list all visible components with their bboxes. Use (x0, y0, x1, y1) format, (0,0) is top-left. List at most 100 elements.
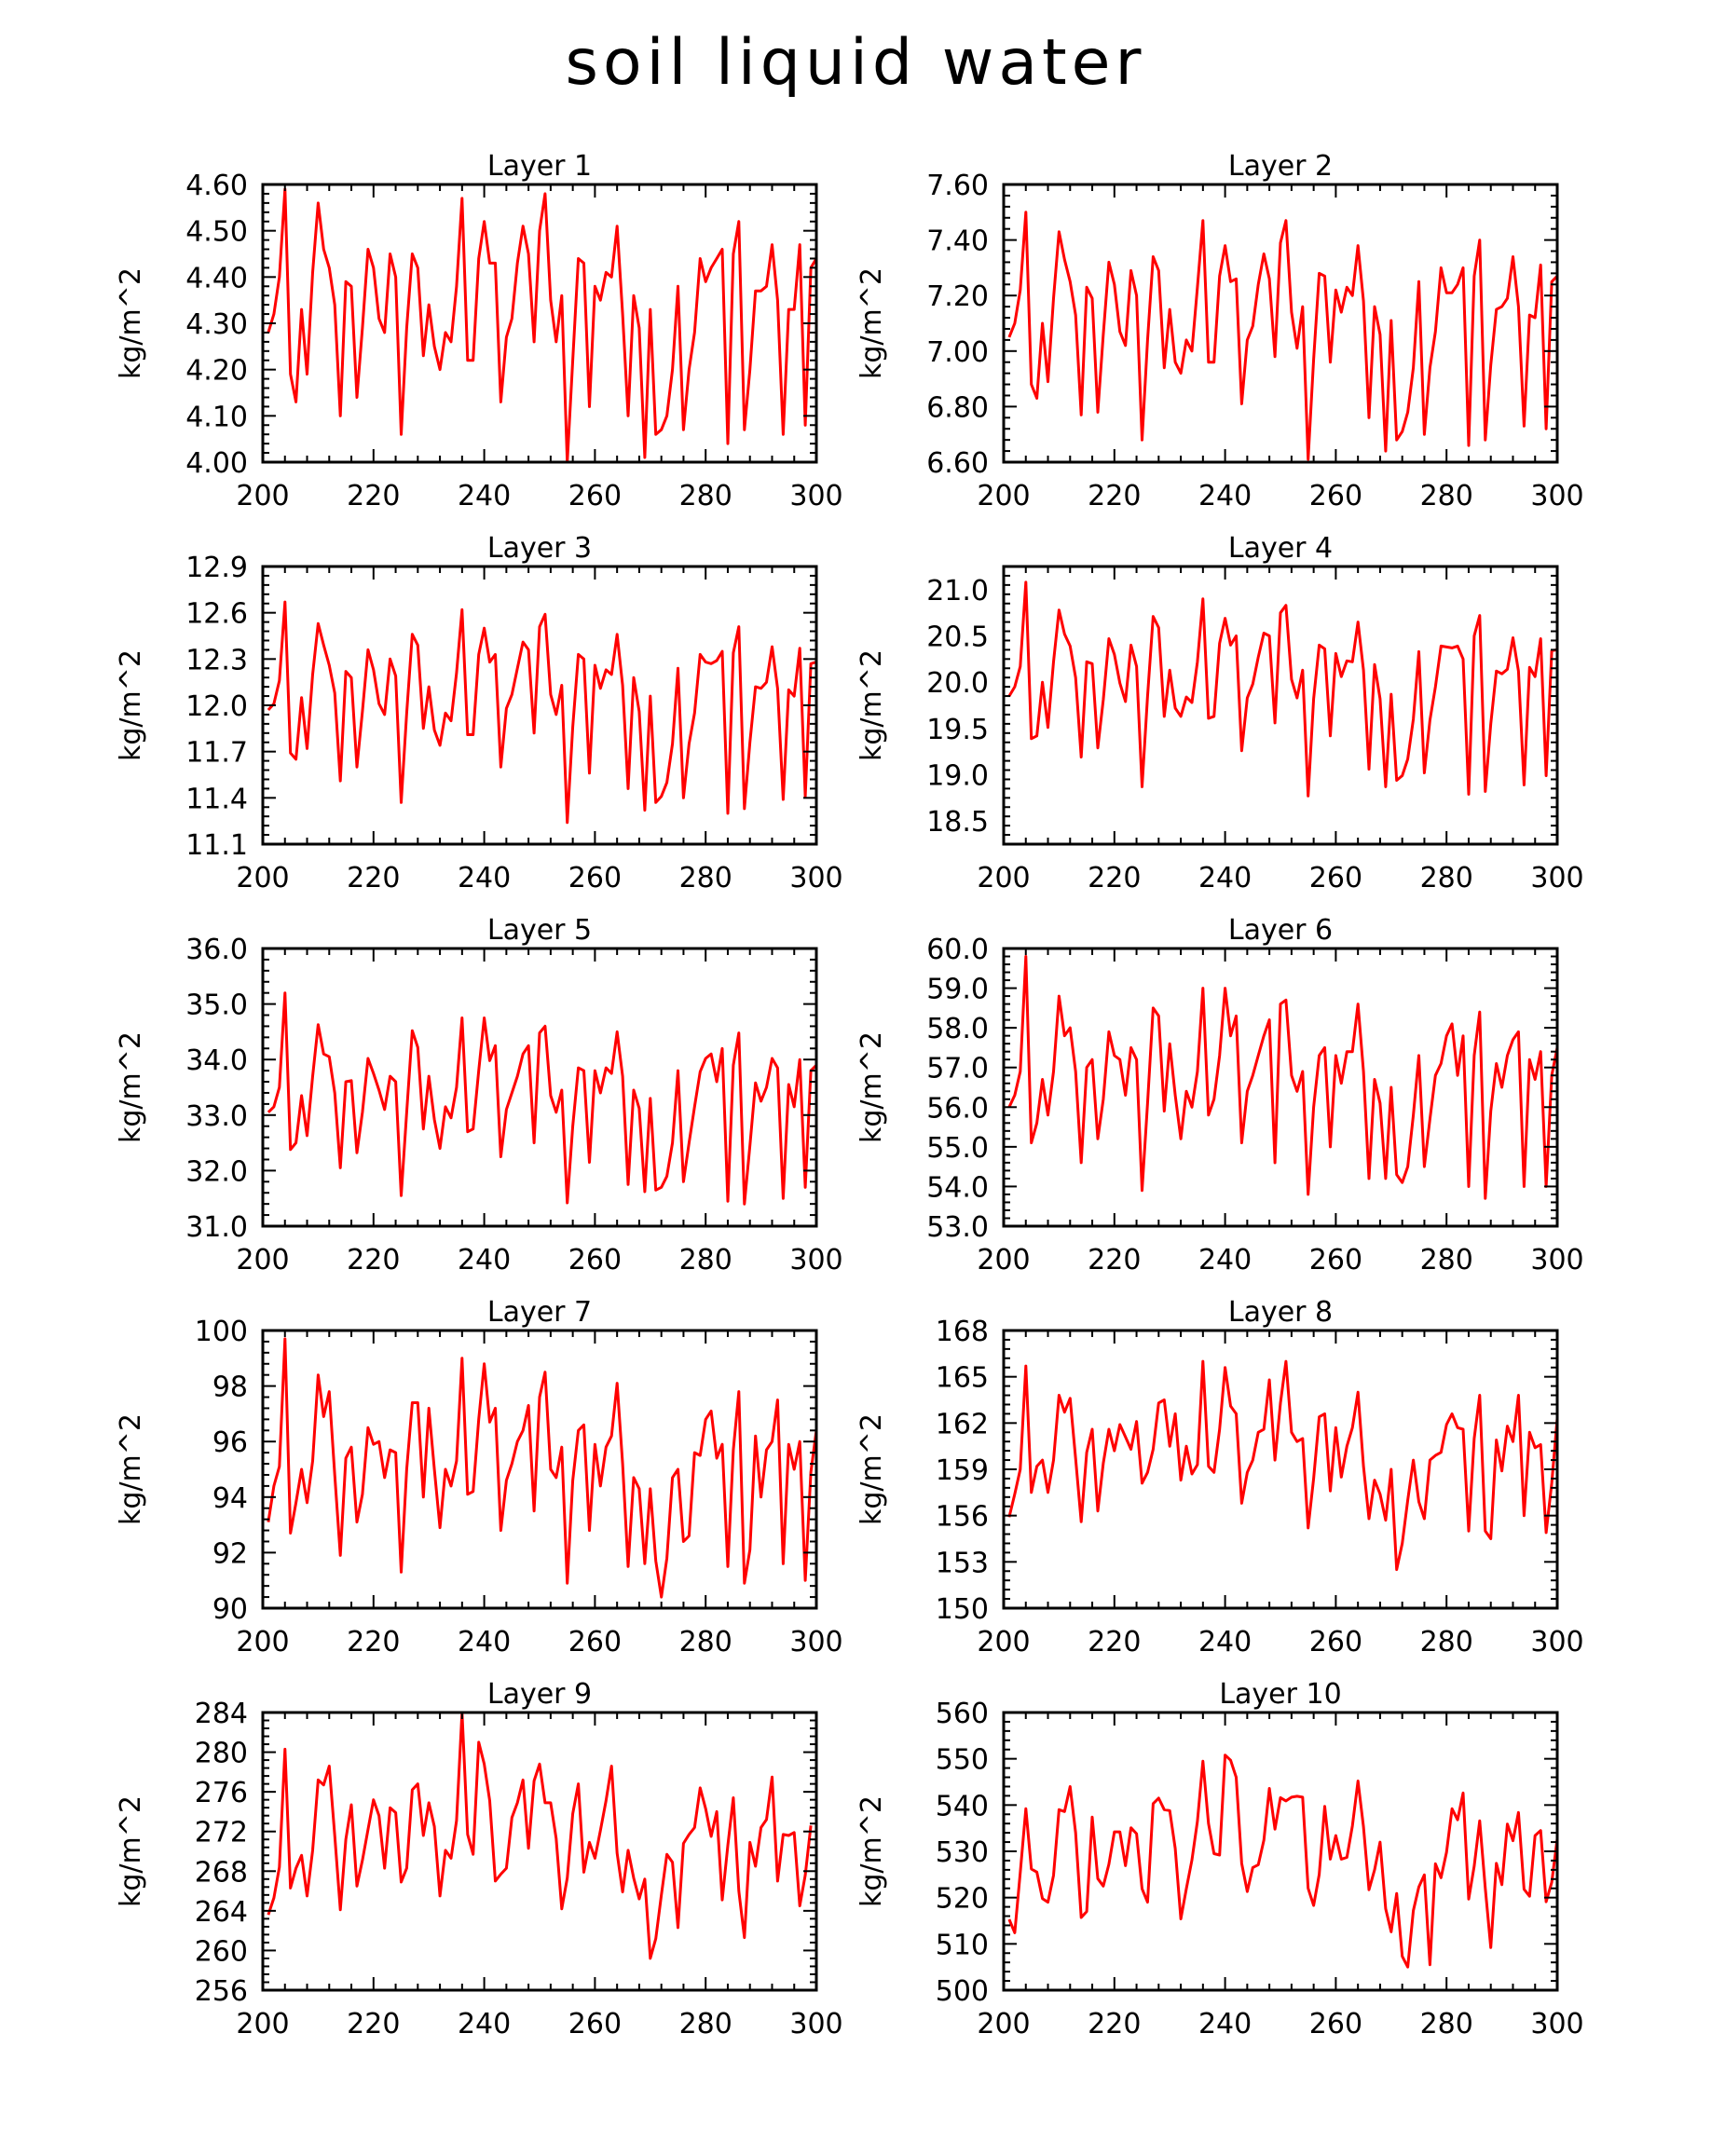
y-tick-label: 33.0 (185, 1100, 248, 1133)
y-axis-label: kg/m^2 (856, 1413, 888, 1525)
y-tick-label: 35.0 (185, 989, 248, 1022)
y-axis-label: kg/m^2 (115, 1031, 147, 1143)
y-tick-label: 272 (195, 1817, 248, 1849)
series-line (267, 991, 816, 1206)
x-tick-label: 200 (236, 480, 289, 512)
y-tick-label: 20.5 (926, 621, 989, 654)
y-axis-label: kg/m^2 (115, 1413, 147, 1525)
panel-layer-4: Layer 4 kg/m^2 200 220 240 260 280 300 18.5 19.0 1… (856, 532, 1584, 894)
y-tick-label: 156 (936, 1501, 989, 1534)
x-tick-label: 220 (347, 862, 400, 894)
x-tick-label: 260 (1309, 862, 1362, 894)
y-tick-label: 7.60 (926, 170, 989, 202)
panel-layer-1: Layer 1 kg/m^2 200 220 240 260 280 300 4.00 4.10 4… (115, 150, 843, 512)
y-tick-label: 4.30 (185, 308, 248, 341)
series-line (267, 187, 816, 462)
plot-frame (1002, 1711, 1559, 1992)
y-tick-label: 11.1 (185, 829, 248, 862)
x-tick-label: 280 (679, 862, 732, 894)
y-tick-label: 150 (936, 1593, 989, 1626)
x-tick-label: 260 (568, 2008, 622, 2040)
y-tick-label: 19.0 (926, 760, 989, 793)
x-tick-label: 260 (568, 480, 622, 512)
x-tick-label: 280 (1420, 862, 1473, 894)
x-tick-label: 200 (977, 862, 1030, 894)
x-tick-label: 240 (1198, 2008, 1252, 2040)
plot-frame (1002, 183, 1559, 464)
y-tick-label: 31.0 (185, 1211, 248, 1244)
y-tick-label: 540 (936, 1790, 989, 1822)
x-tick-label: 300 (1530, 480, 1583, 512)
y-tick-label: 4.20 (185, 355, 248, 388)
x-tick-label: 280 (679, 2008, 732, 2040)
y-tick-label: 18.5 (926, 806, 989, 839)
x-tick-label: 200 (236, 1626, 289, 1658)
y-axis-label: kg/m^2 (115, 1795, 147, 1907)
panel-title: Layer 1 (487, 150, 592, 183)
y-tick-label: 4.60 (185, 170, 248, 202)
y-tick-label: 153 (936, 1547, 989, 1579)
y-axis-label: kg/m^2 (856, 1031, 888, 1143)
x-tick-label: 300 (1530, 2008, 1583, 2040)
y-tick-label: 280 (195, 1738, 248, 1770)
panel-layer-5: Layer 5 kg/m^2 200 220 240 260 280 300 31.0 32.0 3… (115, 914, 843, 1276)
y-tick-label: 12.0 (185, 690, 248, 723)
x-tick-label: 200 (236, 862, 289, 894)
y-tick-label: 55.0 (926, 1132, 989, 1165)
x-tick-label: 260 (1309, 1626, 1362, 1658)
y-tick-label: 11.7 (185, 737, 248, 770)
series-line (1007, 211, 1557, 461)
y-tick-label: 4.50 (185, 216, 248, 249)
panel-layer-9: Layer 9 kg/m^2 200 220 240 260 280 300 256 260 264… (115, 1678, 843, 2040)
x-tick-label: 280 (679, 1244, 732, 1276)
y-tick-label: 54.0 (926, 1171, 989, 1204)
x-tick-label: 260 (568, 862, 622, 894)
y-tick-label: 260 (195, 1935, 248, 1968)
x-tick-label: 200 (236, 2008, 289, 2040)
panel-title: Layer 5 (487, 914, 592, 947)
x-tick-label: 240 (1198, 1244, 1252, 1276)
y-tick-label: 11.4 (185, 783, 248, 815)
x-tick-label: 240 (1198, 480, 1252, 512)
x-tick-label: 200 (236, 1244, 289, 1276)
y-tick-label: 53.0 (926, 1211, 989, 1244)
y-tick-label: 58.0 (926, 1013, 989, 1045)
y-tick-label: 96 (212, 1426, 248, 1459)
y-tick-label: 500 (936, 1975, 989, 2008)
x-tick-label: 240 (458, 1626, 511, 1658)
x-tick-label: 260 (1309, 480, 1362, 512)
x-tick-label: 220 (347, 1626, 400, 1658)
y-tick-label: 264 (195, 1896, 248, 1929)
y-tick-label: 162 (936, 1408, 989, 1440)
y-tick-label: 268 (195, 1856, 248, 1889)
y-axis-label: kg/m^2 (856, 267, 888, 379)
y-tick-label: 165 (936, 1362, 989, 1395)
x-tick-label: 280 (679, 1626, 732, 1658)
y-tick-label: 6.60 (926, 447, 989, 480)
x-tick-label: 280 (679, 480, 732, 512)
x-tick-label: 240 (1198, 1626, 1252, 1658)
plot-frame (1002, 947, 1559, 1228)
series-line (1007, 1359, 1557, 1572)
y-tick-label: 256 (195, 1975, 248, 2008)
y-tick-label: 550 (936, 1744, 989, 1777)
x-tick-label: 240 (458, 1244, 511, 1276)
x-tick-label: 280 (1420, 1244, 1473, 1276)
plot-frame (261, 1329, 818, 1610)
plot-frame (261, 565, 818, 846)
x-tick-label: 260 (568, 1244, 622, 1276)
y-tick-label: 90 (212, 1593, 248, 1626)
x-tick-label: 200 (977, 2008, 1030, 2040)
x-tick-label: 220 (1088, 2008, 1141, 2040)
y-tick-label: 12.3 (185, 644, 248, 676)
y-tick-label: 159 (936, 1454, 989, 1487)
y-tick-label: 520 (936, 1883, 989, 1916)
series-line (1007, 580, 1557, 798)
y-tick-label: 276 (195, 1777, 248, 1809)
x-tick-label: 300 (1530, 1244, 1583, 1276)
y-tick-label: 4.40 (185, 262, 248, 294)
y-tick-label: 6.80 (926, 391, 989, 424)
y-tick-label: 12.6 (185, 598, 248, 631)
panel-layer-6: Layer 6 kg/m^2 200 220 240 260 280 300 53.0 54.0 5… (856, 914, 1584, 1276)
